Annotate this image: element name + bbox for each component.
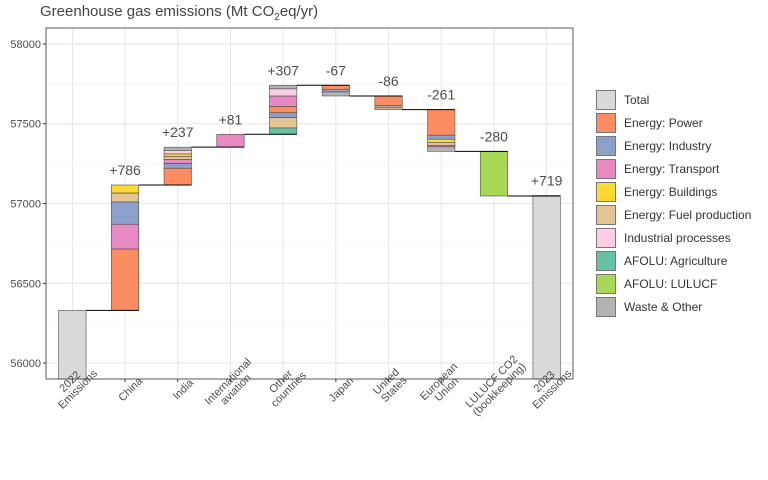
change-label: -86: [378, 73, 398, 89]
change-label: +719: [531, 173, 563, 189]
change-label: -67: [326, 62, 346, 78]
change-label: -280: [480, 128, 508, 144]
chart-title-subscript: 2: [274, 12, 280, 23]
segment-bar: [269, 106, 298, 114]
legend-label: Energy: Buildings: [624, 184, 718, 199]
segment-bar: [269, 95, 298, 107]
segment-bar: [321, 91, 350, 97]
legend-item-energy-buildings: Energy: Buildings: [596, 180, 751, 203]
legend-item-energy-industry: Energy: Industry: [596, 134, 751, 157]
y-tick-label: 58000: [10, 39, 41, 51]
segment-bar: [163, 167, 192, 186]
chart-legend: Total Energy: Power Energy: Industry Ene…: [596, 88, 751, 318]
chart-title-tail: eq/yr): [279, 3, 319, 20]
x-tick-label: India: [171, 376, 197, 402]
legend-swatch: [596, 181, 616, 202]
legend-item-afolu-lulucf: AFOLU: LULUCF: [596, 272, 751, 295]
legend-item-energy-transport: Energy: Transport: [596, 157, 751, 180]
legend-swatch: [596, 227, 616, 248]
legend-label: Energy: Industry: [624, 138, 712, 153]
segment-bar: [163, 155, 192, 160]
segment-bar: [269, 127, 298, 135]
change-label: +307: [267, 62, 299, 78]
segment-bar: [427, 134, 456, 140]
change-label: -261: [427, 87, 455, 103]
legend-swatch: [596, 112, 616, 133]
legend-swatch: [596, 296, 616, 317]
x-tick-label-line: India: [171, 376, 197, 402]
segment-bar: [163, 163, 192, 169]
segment-bar: [269, 84, 298, 90]
segment-bar: [269, 112, 298, 118]
segment-bar: [216, 133, 245, 148]
segment-bar: [163, 159, 192, 164]
legend-label: Energy: Power: [624, 115, 703, 130]
plot-border: [45, 27, 574, 380]
segment-bar: [427, 109, 456, 136]
y-tick-label: 56000: [10, 358, 41, 370]
y-tick-label: 56500: [10, 278, 41, 290]
segment-bar: [479, 151, 508, 197]
segment-bar: [321, 84, 350, 90]
legend-swatch: [596, 158, 616, 179]
legend-label: AFOLU: LULUCF: [624, 276, 718, 291]
segment-bar: [163, 153, 192, 157]
segment-bar: [163, 150, 192, 155]
segment-bar: [111, 192, 140, 203]
legend-swatch: [596, 135, 616, 156]
total-bar: [532, 195, 561, 380]
legend-item-energy-fuel-production: Energy: Fuel production: [596, 203, 751, 226]
segment-bar: [427, 138, 456, 143]
legend-swatch: [596, 273, 616, 294]
legend-label: Energy: Transport: [624, 161, 720, 176]
segment-bar: [427, 146, 456, 152]
segment-bar: [163, 146, 192, 151]
segment-bar: [374, 95, 403, 106]
segment-bar: [374, 105, 403, 109]
legend-item-total: Total: [596, 88, 751, 111]
legend-swatch: [596, 204, 616, 225]
legend-label: AFOLU: Agriculture: [624, 253, 728, 268]
segment-bar: [269, 88, 298, 97]
chart-title: Greenhouse gas emissions (Mt CO2eq/yr): [40, 3, 318, 23]
segment-bar: [321, 88, 350, 93]
legend-label: Industrial processes: [624, 230, 731, 245]
legend-swatch: [596, 250, 616, 271]
segment-bar: [111, 201, 140, 225]
change-label: +81: [219, 111, 243, 127]
legend-item-industrial-processes: Industrial processes: [596, 226, 751, 249]
y-tick-label: 57500: [10, 119, 41, 131]
legend-item-energy-power: Energy: Power: [596, 111, 751, 134]
chart-title-main: Greenhouse gas emissions (Mt CO: [40, 3, 275, 20]
segment-bar: [111, 184, 140, 194]
legend-label: Total: [624, 92, 650, 107]
segment-bar: [269, 117, 298, 129]
total-bar: [58, 310, 87, 380]
change-label: +237: [162, 124, 194, 140]
legend-item-waste-other: Waste & Other: [596, 295, 751, 318]
y-tick-label: 57000: [10, 199, 41, 211]
segment-bar: [111, 223, 140, 250]
segment-bar: [374, 107, 403, 110]
segment-bar: [111, 248, 140, 311]
legend-item-afolu-agriculture: AFOLU: Agriculture: [596, 249, 751, 272]
legend-swatch: [596, 89, 616, 110]
change-label: +786: [109, 162, 141, 178]
legend-label: Waste & Other: [624, 299, 703, 314]
legend-label: Energy: Fuel production: [624, 207, 752, 222]
segment-bar: [427, 142, 456, 146]
